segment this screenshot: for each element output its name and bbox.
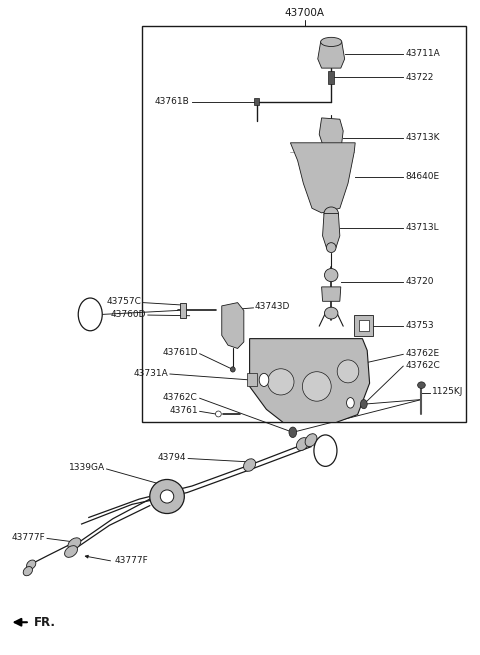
Ellipse shape bbox=[243, 458, 256, 472]
Ellipse shape bbox=[23, 567, 33, 576]
Polygon shape bbox=[318, 42, 345, 68]
Circle shape bbox=[289, 427, 297, 438]
Bar bbox=[254, 98, 259, 105]
Polygon shape bbox=[319, 118, 343, 159]
Text: 43761B: 43761B bbox=[155, 97, 190, 106]
Text: 43761D: 43761D bbox=[162, 348, 198, 357]
Text: 43720: 43720 bbox=[406, 277, 434, 286]
Ellipse shape bbox=[305, 434, 317, 447]
Text: 43762C: 43762C bbox=[406, 361, 440, 370]
Ellipse shape bbox=[26, 560, 36, 569]
Text: 43731A: 43731A bbox=[133, 369, 168, 378]
Polygon shape bbox=[222, 303, 244, 348]
Ellipse shape bbox=[302, 371, 331, 401]
Text: 1339GA: 1339GA bbox=[69, 463, 105, 472]
Ellipse shape bbox=[337, 360, 359, 383]
Text: 84640E: 84640E bbox=[406, 172, 440, 181]
Ellipse shape bbox=[326, 243, 336, 253]
Ellipse shape bbox=[68, 538, 81, 550]
Ellipse shape bbox=[267, 369, 294, 395]
Ellipse shape bbox=[418, 382, 425, 388]
Text: 43762E: 43762E bbox=[406, 349, 440, 358]
Bar bbox=[328, 71, 334, 84]
Bar bbox=[247, 373, 257, 386]
Polygon shape bbox=[290, 143, 355, 213]
Text: 1125KJ: 1125KJ bbox=[432, 387, 463, 396]
Text: 43777F: 43777F bbox=[12, 533, 46, 542]
Text: 43794: 43794 bbox=[158, 453, 186, 462]
Text: A: A bbox=[322, 445, 329, 456]
Text: 43757C: 43757C bbox=[107, 297, 142, 307]
Bar bbox=[354, 315, 373, 336]
Text: FR.: FR. bbox=[34, 616, 56, 629]
Ellipse shape bbox=[324, 307, 338, 319]
Ellipse shape bbox=[160, 490, 174, 503]
Text: 43713K: 43713K bbox=[406, 133, 440, 142]
Polygon shape bbox=[323, 214, 340, 248]
Text: 43711A: 43711A bbox=[406, 49, 440, 58]
Bar bbox=[142, 26, 466, 422]
Text: 43762C: 43762C bbox=[163, 393, 198, 402]
Circle shape bbox=[360, 400, 367, 409]
Ellipse shape bbox=[321, 37, 342, 47]
Polygon shape bbox=[250, 339, 370, 422]
Text: 43700A: 43700A bbox=[285, 9, 325, 18]
Polygon shape bbox=[322, 287, 341, 301]
Text: 43743D: 43743D bbox=[254, 302, 290, 311]
Ellipse shape bbox=[230, 367, 235, 372]
Circle shape bbox=[259, 373, 269, 386]
Ellipse shape bbox=[324, 269, 338, 282]
Polygon shape bbox=[180, 303, 186, 318]
Text: 43761: 43761 bbox=[169, 405, 198, 415]
Bar bbox=[359, 320, 369, 331]
Text: A: A bbox=[86, 309, 94, 320]
Text: 43722: 43722 bbox=[406, 73, 434, 82]
Circle shape bbox=[78, 298, 102, 331]
Ellipse shape bbox=[297, 438, 308, 451]
Text: 43713L: 43713L bbox=[406, 223, 439, 233]
Ellipse shape bbox=[65, 546, 77, 557]
Text: 43753: 43753 bbox=[406, 321, 434, 330]
Circle shape bbox=[347, 398, 354, 408]
Ellipse shape bbox=[150, 479, 184, 514]
Text: 43760D: 43760D bbox=[111, 310, 146, 319]
Ellipse shape bbox=[216, 411, 221, 417]
Circle shape bbox=[314, 435, 337, 466]
Ellipse shape bbox=[324, 207, 338, 220]
Text: 43777F: 43777F bbox=[114, 556, 148, 565]
